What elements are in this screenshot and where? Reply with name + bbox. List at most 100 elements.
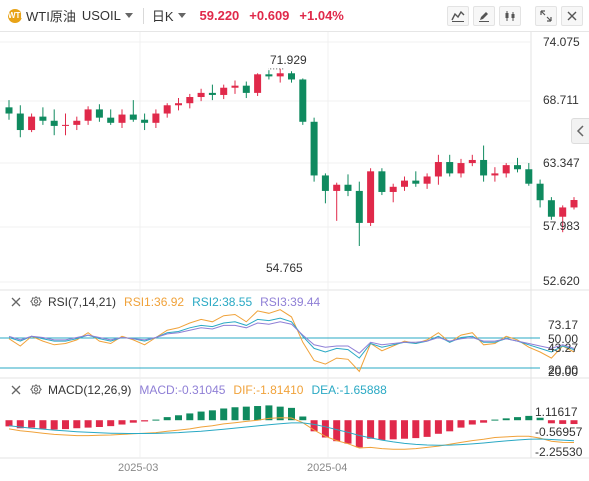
macd-histogram-bar (84, 420, 92, 428)
candle-body (559, 207, 567, 217)
macd-histogram-bar (50, 420, 58, 430)
candle-body (107, 117, 115, 123)
macd-histogram-bar (525, 415, 533, 421)
candle-body (446, 162, 454, 174)
macd-histogram-bar (276, 406, 284, 421)
expand-button[interactable] (535, 6, 557, 26)
rsi-tick-label: 20.00 (548, 365, 579, 379)
candle-body (480, 159, 488, 176)
macd-histogram-bar (220, 408, 228, 421)
high-annotation: 71.929 (270, 53, 307, 67)
macd-histogram-bar (5, 420, 13, 427)
macd-histogram-bar (536, 417, 544, 421)
close-rsi-button[interactable] (8, 294, 24, 310)
close-macd-button[interactable] (8, 382, 24, 398)
macd-histogram-bar (570, 420, 578, 425)
macd-histogram-bar (129, 420, 137, 423)
candle-body (525, 169, 533, 184)
macd-histogram-bar (141, 420, 149, 422)
candle-body (355, 190, 363, 223)
indicator-button[interactable] (447, 6, 469, 26)
macd-histogram-bar (62, 420, 69, 430)
y-tick-label: 68.711 (543, 93, 579, 107)
macd-histogram-bar (434, 420, 442, 434)
expand-icon (540, 10, 552, 22)
candle-body (186, 97, 194, 104)
rsi-series-line (8, 321, 575, 354)
candle-body (242, 85, 250, 93)
rsi-tick-label: 50.00 (548, 332, 579, 346)
candle-body (16, 113, 24, 131)
macd-histogram-bar (163, 417, 171, 421)
symbol-code: USOIL (81, 8, 121, 23)
gear-icon (30, 384, 42, 395)
macd-histogram-bar (208, 410, 216, 421)
candle-body (163, 105, 171, 114)
macd-histogram-bar (254, 406, 262, 421)
macd-histogram-bar (547, 420, 555, 424)
candle-body (50, 120, 58, 126)
candle-body (310, 121, 318, 176)
candle-body (547, 200, 555, 217)
candle-body (299, 79, 307, 122)
macd-histogram-bar (39, 420, 47, 429)
rsi-tick-label: 20.00 (548, 363, 579, 377)
rsi1-value: RSI1:36.92 (124, 295, 185, 309)
candle-type-button[interactable] (499, 6, 521, 26)
candle-body (389, 186, 397, 192)
rsi-tick-label: 73.17 (548, 318, 579, 332)
candle-body (129, 114, 137, 120)
candle-body (276, 73, 284, 77)
candle-body (84, 109, 92, 121)
chart-header: WTI WTI原油 USOIL 日K 59.220 +0.609 +1.04% (0, 0, 589, 32)
candle-body (502, 165, 510, 174)
period-label: 日K (151, 9, 174, 24)
candle-body (468, 159, 476, 164)
collapse-sidebar-button[interactable] (571, 118, 589, 144)
symbol-name: WTI原油 (26, 9, 76, 24)
chevron-down-icon (177, 13, 186, 18)
chevron-left-icon (576, 125, 584, 137)
y-tick-label: 57.983 (543, 219, 580, 233)
macd-histogram-bar (118, 420, 126, 425)
oil-icon: WTI (8, 8, 23, 23)
macd-legend: MACD(12,26,9) MACD:-0.31045 DIF:-1.81410… (0, 382, 387, 398)
draw-button[interactable] (473, 6, 495, 26)
macd-histogram-bar (491, 419, 499, 421)
macd-histogram-bar (457, 420, 465, 428)
close-icon (11, 297, 21, 307)
macd-histogram-bar (186, 413, 194, 421)
indicator-icon (451, 10, 465, 22)
candle-body (514, 165, 521, 170)
macd-histogram-bar (480, 420, 488, 423)
macd-histogram-bar (559, 420, 567, 424)
candle-body (5, 107, 13, 114)
gear-icon (30, 296, 42, 307)
rsi-settings-button[interactable] (28, 294, 44, 310)
rsi2-value: RSI2:38.55 (192, 295, 253, 309)
symbol-selector[interactable]: WTI WTI原油 USOIL (0, 0, 143, 31)
close-button[interactable] (561, 6, 583, 26)
macd-histogram-bar (514, 417, 521, 421)
candle-body (73, 120, 81, 125)
candle-body (231, 85, 239, 88)
macd-histogram-bar (389, 420, 397, 440)
price-change: +0.609 (249, 8, 290, 23)
candle-body (118, 114, 126, 123)
macd-histogram-bar (423, 420, 431, 437)
macd-histogram-bar (367, 420, 375, 439)
x-tick-label: 2025-04 (307, 462, 348, 474)
macd-histogram-bar (288, 407, 295, 421)
macd-settings-button[interactable] (28, 382, 44, 398)
candle-body (197, 92, 205, 98)
candle-body (367, 171, 375, 223)
macd-histogram-bar (16, 420, 24, 429)
macd-histogram-bar (468, 420, 476, 425)
low-annotation: 54.765 (266, 261, 303, 275)
candle-body (491, 173, 499, 176)
macd-tick-label: 1.11617 (535, 405, 578, 419)
period-selector[interactable]: 日K (152, 6, 186, 25)
candle-body (423, 176, 431, 184)
macd-histogram-bar (401, 420, 408, 439)
